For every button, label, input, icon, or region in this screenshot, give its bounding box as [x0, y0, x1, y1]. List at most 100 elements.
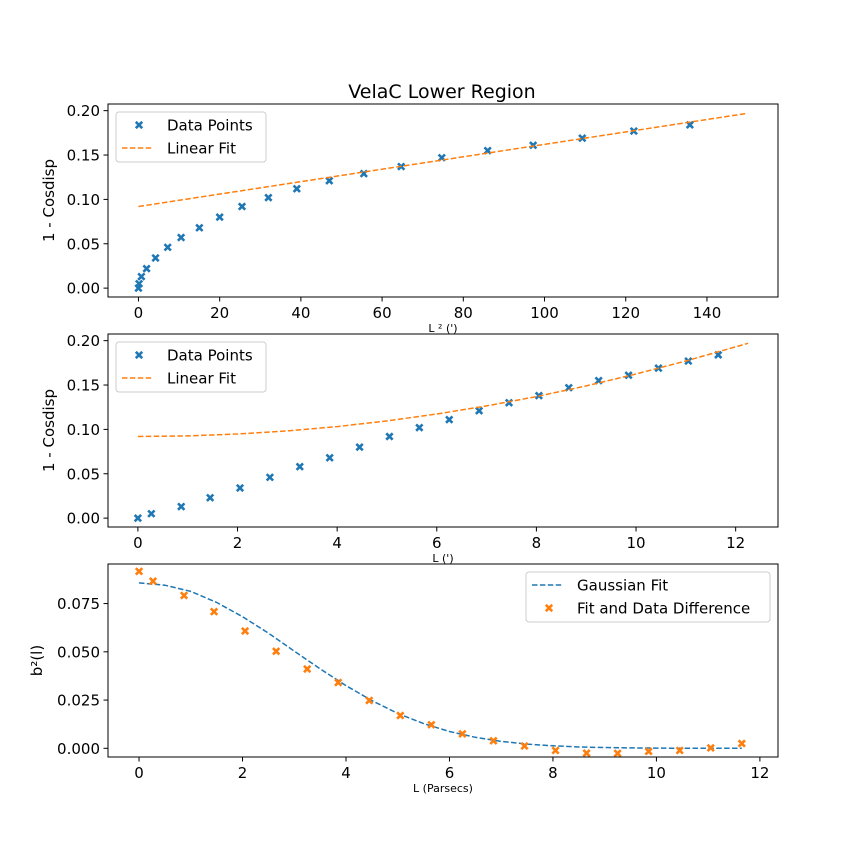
- data-point: [176, 233, 186, 242]
- data-point: [179, 591, 189, 600]
- legend-box: [115, 111, 267, 163]
- y-tick-label: 0.025: [57, 692, 100, 710]
- data-point: [215, 213, 224, 222]
- data-point: [292, 184, 301, 193]
- data-point: [295, 462, 304, 471]
- axes-frame: [107, 103, 779, 298]
- x-axis-label: L ² ('): [428, 322, 457, 335]
- data-point: [582, 749, 591, 757]
- data-point: [624, 371, 633, 380]
- y-tick-label: 0.10: [67, 191, 100, 209]
- data-point: [474, 406, 484, 415]
- x-tick-label: 10: [647, 764, 666, 782]
- x-tick-label: 2: [233, 534, 243, 552]
- data-point: [209, 607, 219, 616]
- subplot-2: 0 2 4 6 8 10 12 0.00 0.05 0.10 0.15 0.20 L (') 1 - Co…: [40, 332, 779, 565]
- data-point: [706, 743, 715, 753]
- plot-area: [134, 112, 748, 293]
- data-point: [396, 711, 405, 720]
- y-tick-label: 0.15: [67, 377, 100, 395]
- data-point: [684, 356, 693, 366]
- data-point: [147, 509, 156, 518]
- x-tick-label: 0: [134, 304, 144, 322]
- data-point: [355, 443, 364, 452]
- legend-marker: [544, 603, 554, 613]
- x-tick-label: 60: [373, 304, 392, 322]
- data-point: [529, 141, 538, 150]
- x-tick-label: 140: [693, 304, 722, 322]
- data-point: [325, 453, 334, 462]
- data-point: [504, 398, 514, 407]
- y-tick-label: 0.00: [67, 280, 100, 298]
- x-tick-label: 40: [291, 304, 310, 322]
- y-tick-label: 0.00: [67, 510, 100, 528]
- data-point: [458, 729, 467, 738]
- data-point: [675, 746, 684, 755]
- subplot-3: 0 2 4 6 8 10 12 0.000 0.025 0.050 0.075 L (Parsecs)…: [28, 563, 779, 795]
- x-tick-label: 4: [332, 534, 342, 552]
- data-point: [148, 577, 158, 586]
- plot-area: [133, 342, 749, 523]
- data-point: [177, 502, 186, 511]
- data-point: [240, 626, 250, 636]
- x-tick-label: 0: [133, 534, 143, 552]
- plot-area: [134, 567, 746, 757]
- legend-label: Data Points: [167, 347, 253, 365]
- subplot-1: 0 20 40 60 80 100 120 140 0.00 0.05 0.10 0.15 0.20 L …: [40, 102, 779, 335]
- x-tick-label: 2: [238, 764, 248, 782]
- data-point: [737, 739, 746, 748]
- data-point: [415, 423, 424, 432]
- y-tick-label: 0.050: [57, 643, 100, 661]
- x-axis-label: L (Parsecs): [413, 782, 473, 795]
- legend-label: Linear Fit: [167, 140, 236, 158]
- x-tick-label: 100: [530, 304, 559, 322]
- legend: Gaussian Fit Fit and Data Difference: [525, 571, 771, 623]
- x-tick-label: 12: [726, 534, 745, 552]
- y-tick-label: 0.075: [57, 595, 100, 613]
- y-tick-label: 0.10: [67, 421, 100, 439]
- data-point: [163, 243, 172, 252]
- data-point: [137, 272, 146, 281]
- data-point: [134, 279, 144, 288]
- data-point: [365, 696, 374, 705]
- y-tick-label: 0.15: [67, 147, 100, 165]
- x-tick-label: 10: [626, 534, 645, 552]
- y-tick-label: 0.05: [67, 465, 100, 483]
- x-tick-label: 6: [432, 534, 442, 552]
- x-tick-label: 12: [750, 764, 769, 782]
- data-point: [613, 749, 622, 757]
- data-point: [303, 664, 312, 674]
- x-tick-label: 80: [454, 304, 473, 322]
- legend: Data Points Linear Fit: [115, 111, 267, 163]
- data-point: [272, 647, 281, 656]
- data-point: [325, 176, 334, 185]
- data-point: [445, 415, 454, 424]
- data-point: [205, 493, 215, 502]
- x-tick-label: 0: [134, 764, 144, 782]
- x-tick-label: 20: [210, 304, 229, 322]
- data-point: [151, 253, 160, 263]
- y-tick-label: 0.000: [57, 740, 100, 758]
- x-tick-label: 8: [548, 764, 558, 782]
- data-point: [578, 134, 587, 143]
- data-point: [142, 264, 151, 273]
- series-fit-and-data-difference: [134, 567, 746, 757]
- data-point: [235, 483, 245, 493]
- legend-box: [525, 571, 771, 623]
- data-point: [520, 741, 529, 751]
- axes-frame: [107, 563, 779, 758]
- data-point: [195, 223, 204, 232]
- data-point: [334, 678, 343, 687]
- series-linear-fit-line: [137, 342, 749, 438]
- legend-marker: [134, 350, 144, 360]
- data-point: [385, 432, 394, 441]
- axes-frame: [107, 333, 779, 528]
- data-point: [551, 746, 560, 755]
- x-tick-label: 6: [445, 764, 455, 782]
- legend-marker: [134, 120, 144, 130]
- data-point: [237, 202, 247, 211]
- legend-label: Gaussian Fit: [577, 577, 668, 595]
- y-tick-label: 0.20: [67, 102, 100, 120]
- figure-title: VelaC Lower Region: [348, 81, 535, 103]
